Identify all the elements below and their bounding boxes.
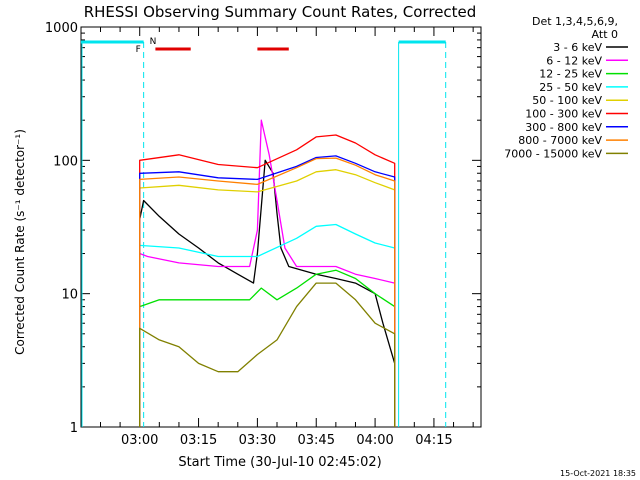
flare-marker-label: F [136,45,141,55]
legend-label: 100 - 300 keV [525,108,602,121]
series-line [139,269,396,427]
info-header-line-1: Det 1,3,4,5,6,9, [532,15,618,28]
x-tick-label: 03:00 [121,433,158,448]
info-header-line-2: Att 0 [592,28,618,41]
night-marker-label: N [150,37,157,47]
series-line [139,282,396,427]
series-line [139,155,396,427]
x-tick-label: 03:30 [239,433,276,448]
legend-label: 3 - 6 keV [553,41,602,54]
legend-label: 12 - 25 keV [539,68,602,81]
footer-date: 15-Oct-2021 18:35 [560,469,636,478]
y-tick-label: 1 [70,421,78,436]
y-tick-label: 10 [61,288,78,303]
legend-label: 800 - 7000 keV [518,134,602,147]
plot-frame [80,26,482,428]
legend-label: 50 - 100 keV [532,94,602,107]
x-tick-label: 03:15 [180,433,217,448]
y-axis-label: Corrected Count Rate (s⁻¹ detector⁻¹) [13,129,27,355]
chart-title: RHESSI Observing Summary Count Rates, Co… [84,3,477,21]
legend-label: 7000 - 15000 keV [504,147,602,160]
x-tick-label: 04:15 [415,433,452,448]
series-line [139,134,396,427]
series-line [139,223,396,427]
series-line [139,159,396,427]
series-line [139,169,396,427]
legend-label: 300 - 800 keV [525,121,602,134]
x-tick-label: 03:45 [298,433,335,448]
y-tick-label: 100 [53,154,78,169]
x-axis-label: Start Time (30-Jul-10 02:45:02) [178,455,381,470]
x-tick-label: 04:00 [356,433,393,448]
y-tick-label: 1000 [45,21,78,36]
plot-area: 1 10 100 1000 03:00 03:15 03:30 03:45 04:00 04:15… [45,21,482,448]
series-line [139,157,396,427]
legend-label: 25 - 50 keV [539,81,602,94]
legend-label: 6 - 12 keV [546,54,602,67]
